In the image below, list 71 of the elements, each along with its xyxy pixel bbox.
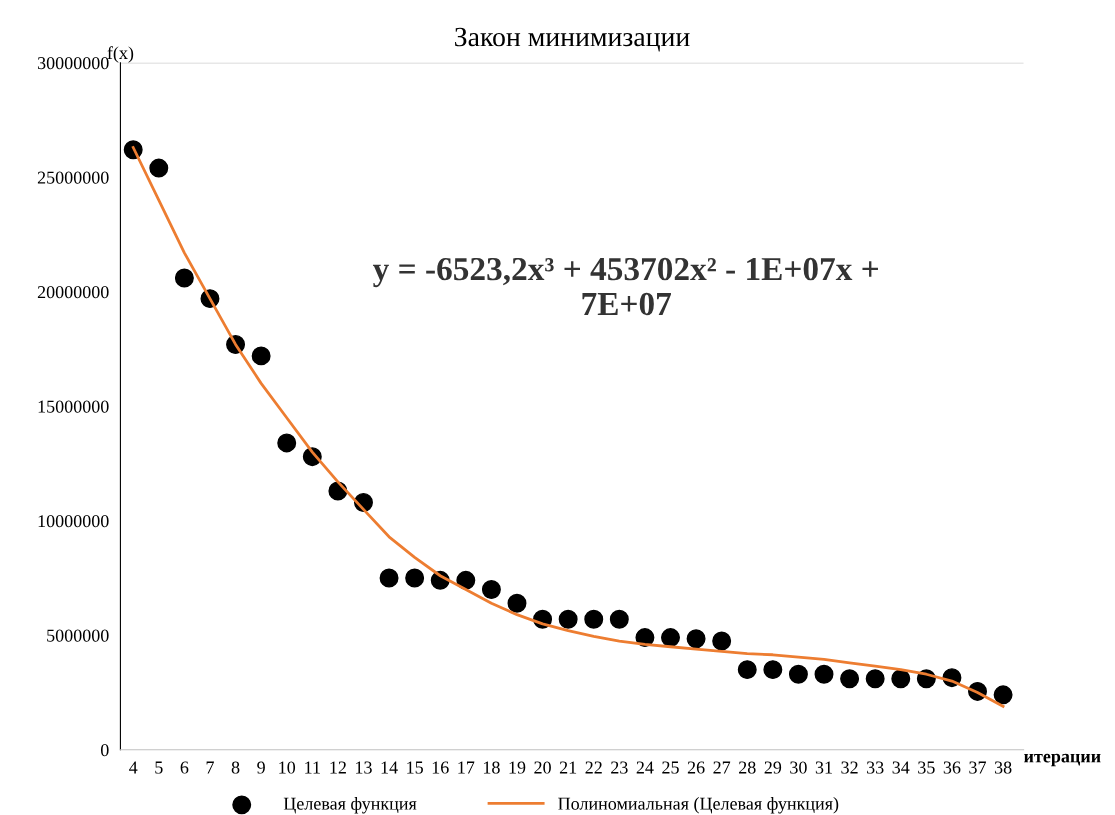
x-tick-label: 14 <box>381 761 398 774</box>
point <box>609 609 629 629</box>
y-tick-label: 25000000 <box>37 171 109 184</box>
y-tick-label: 30000000 <box>37 57 109 70</box>
x-tick-label: 16 <box>432 761 449 774</box>
point <box>149 158 169 178</box>
point <box>251 346 271 366</box>
x-tick-label: 30 <box>790 761 807 774</box>
point <box>993 685 1013 705</box>
x-tick-label: 31 <box>815 761 832 774</box>
x-tick-label: 38 <box>994 761 1012 774</box>
x-tick-label: 28 <box>739 761 756 774</box>
x-tick-label: 4 <box>129 761 138 774</box>
x-tick-label: 36 <box>943 761 961 774</box>
x-tick-label: 19 <box>509 761 526 774</box>
y-axis-title: f(x) <box>107 46 134 63</box>
x-tick-label: 23 <box>611 761 628 774</box>
x-tick-label: 9 <box>257 761 265 774</box>
point <box>584 609 604 629</box>
x-tick-label: 35 <box>918 761 935 774</box>
x-tick-label: 25 <box>662 761 679 774</box>
point <box>814 664 834 684</box>
point <box>788 664 808 684</box>
point <box>379 568 399 588</box>
y-tick-label: 0 <box>100 744 109 757</box>
x-tick-label: 18 <box>483 761 500 774</box>
x-tick-label: 15 <box>407 761 423 774</box>
legend-label: Полиномиальная (Целевая функция) <box>558 797 839 814</box>
point <box>456 570 476 590</box>
x-tick-label: 24 <box>636 761 654 774</box>
point <box>507 593 527 613</box>
x-tick-label: 5 <box>155 761 163 774</box>
point <box>891 669 911 689</box>
annotation: y = -6523,2x³ + 453702x² - 1E+07x + 7E+07 <box>372 257 878 316</box>
x-tick-label: 11 <box>305 761 320 774</box>
chart-title: Закон минимизации <box>455 27 690 52</box>
x-axis-title: итерации <box>1024 753 1101 767</box>
x-tick-label: 20 <box>534 761 551 774</box>
x-tick-label: 12 <box>330 761 346 774</box>
x-tick-label: 27 <box>713 761 731 774</box>
x-tick-label: 33 <box>867 761 884 774</box>
x-tick-label: 13 <box>356 761 372 774</box>
point <box>840 669 860 689</box>
point <box>405 568 425 588</box>
x-tick-label: 17 <box>458 761 475 774</box>
point <box>277 433 297 453</box>
x-tick-label: 26 <box>687 761 705 774</box>
point <box>712 631 732 651</box>
x-tick-label: 34 <box>892 761 910 774</box>
y-tick-label: 15000000 <box>38 400 109 413</box>
x-tick-label: 29 <box>764 761 782 774</box>
x-tick-label: 37 <box>969 761 987 774</box>
point <box>481 580 501 599</box>
legend-label: Целевая функция <box>283 797 417 814</box>
y-tick-label: 20000000 <box>37 286 109 299</box>
point <box>686 629 706 649</box>
point <box>558 609 578 629</box>
point <box>865 669 885 689</box>
x-tick-label: 10 <box>279 761 296 774</box>
point <box>661 628 680 648</box>
x-tick-label: 22 <box>585 761 602 774</box>
y-tick-label: 5000000 <box>47 629 109 642</box>
x-tick-label: 21 <box>559 761 577 774</box>
x-tick-label: 6 <box>180 761 189 774</box>
point <box>763 660 783 680</box>
point <box>737 660 757 680</box>
x-tick-label: 8 <box>231 761 240 774</box>
y-tick-label: 10000000 <box>38 515 109 528</box>
x-tick-label: 32 <box>841 761 858 774</box>
x-tick-label: 7 <box>206 761 214 774</box>
point <box>174 268 194 288</box>
